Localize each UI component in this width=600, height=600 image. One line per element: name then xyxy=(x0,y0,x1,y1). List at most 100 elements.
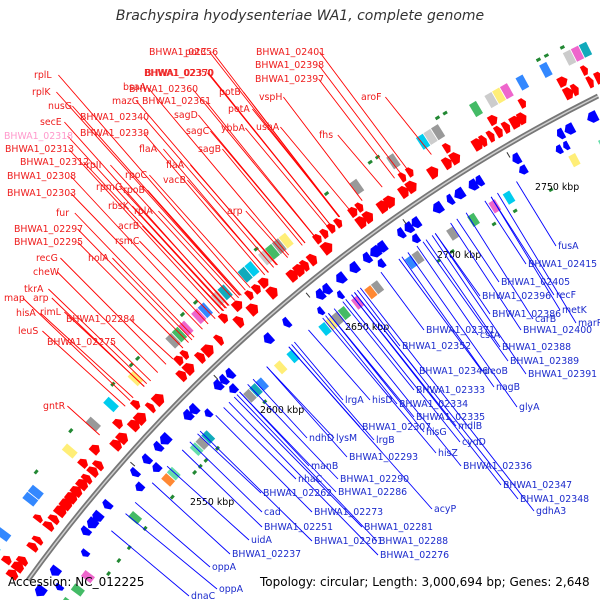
reverse-gene-arrow xyxy=(219,373,230,385)
reverse-leader-line xyxy=(333,308,462,467)
reverse-gene-arrow xyxy=(152,462,163,472)
reverse-leader-line xyxy=(398,258,483,372)
feature-track-block xyxy=(103,396,119,413)
reverse-gene-label: BHWA1_02288 xyxy=(379,536,448,547)
track-marker xyxy=(192,469,198,475)
forward-gene-arrow xyxy=(508,115,522,130)
forward-gene-label: rplL xyxy=(34,70,52,81)
reverse-leader-line xyxy=(497,192,577,324)
forward-gene-arrow xyxy=(77,458,88,469)
feature-track-block xyxy=(70,583,85,597)
reverse-leader-line xyxy=(357,289,401,347)
reverse-gene-arrow xyxy=(475,174,486,187)
reverse-leader-line xyxy=(422,241,509,362)
forward-gene-arrow xyxy=(15,556,29,567)
reverse-gene-arrow xyxy=(397,227,407,239)
forward-gene-arrow xyxy=(257,277,269,289)
forward-gene-label: BHWA1_02297 xyxy=(14,224,83,235)
reverse-leader-line xyxy=(134,501,211,568)
reverse-gene-arrow xyxy=(225,367,237,379)
feature-track-block xyxy=(189,442,204,456)
reverse-gene-label: nagB xyxy=(496,382,520,393)
track-marker xyxy=(68,428,74,434)
forward-gene-arrow xyxy=(126,419,140,433)
reverse-gene-arrow xyxy=(183,408,195,421)
feature-track-block xyxy=(415,133,431,150)
reverse-leader-line xyxy=(342,301,415,391)
reverse-leader-line xyxy=(215,414,313,513)
track-marker xyxy=(434,115,441,121)
track-marker xyxy=(253,246,259,252)
track-marker xyxy=(179,311,186,318)
reverse-gene-label: BHWA1_02307 xyxy=(362,422,431,433)
tick-mark xyxy=(506,152,511,158)
forward-gene-label: BHWA1_02370 xyxy=(145,68,214,79)
reverse-leader-line xyxy=(456,218,500,283)
reverse-gene-label: BHWA1_02281 xyxy=(364,522,433,533)
reverse-gene-arrow xyxy=(282,316,293,328)
reverse-gene-arrow xyxy=(34,583,48,597)
forward-gene-arrow xyxy=(354,216,367,230)
forward-gene-arrow xyxy=(500,121,511,134)
forward-gene-arrow xyxy=(333,218,343,229)
forward-leader-line xyxy=(22,297,131,401)
reverse-gene-arrow xyxy=(336,290,346,300)
forward-gene-arrow xyxy=(200,344,214,358)
reverse-leader-line xyxy=(308,329,371,401)
reverse-gene-label: BHWA1_02346 xyxy=(419,366,488,377)
forward-gene-arrow xyxy=(354,202,364,213)
forward-leader-line xyxy=(48,288,148,385)
reverse-gene-arrow xyxy=(404,221,416,234)
forward-gene-arrow xyxy=(244,290,254,301)
reverse-gene-label: BHWA1_02262 xyxy=(263,488,332,499)
track-marker xyxy=(367,159,373,165)
feature-track-block xyxy=(85,416,101,432)
forward-leader-line xyxy=(112,257,193,341)
forward-gene-label: BHWA1_02303 xyxy=(7,188,76,199)
feature-track-block xyxy=(337,306,352,321)
reverse-gene-label: acyP xyxy=(434,504,456,515)
forward-gene-arrow xyxy=(26,542,39,553)
forward-gene-arrow xyxy=(397,172,407,183)
reverse-gene-label: lysM xyxy=(336,433,357,444)
forward-gene-arrow xyxy=(486,114,498,127)
forward-leader-line xyxy=(245,210,289,258)
reverse-gene-label: hisD xyxy=(372,395,393,406)
feature-track-block xyxy=(278,232,294,249)
reverse-gene-label: BHWA1_02293 xyxy=(349,452,418,463)
feature-track-block xyxy=(217,284,233,301)
feature-track-block xyxy=(249,383,263,397)
reverse-gene-arrow xyxy=(189,402,201,415)
reverse-gene-arrow xyxy=(454,186,467,200)
forward-gene-arrow xyxy=(173,355,184,367)
reverse-gene-label: BHWA1_02333 xyxy=(416,385,485,396)
forward-gene-arrow xyxy=(265,286,278,300)
reverse-leader-line xyxy=(450,222,522,331)
feature-track-block xyxy=(201,430,216,444)
reverse-leader-line xyxy=(325,315,398,405)
forward-gene-label: rimL xyxy=(40,307,62,318)
reverse-gene-label: lrgA xyxy=(345,395,364,406)
forward-gene-label: fur xyxy=(56,208,69,219)
reverse-gene-arrow xyxy=(446,193,456,205)
reverse-gene-arrow xyxy=(86,516,100,529)
reverse-leader-line xyxy=(239,391,337,493)
reverse-gene-arrow xyxy=(135,481,146,492)
forward-leader-line xyxy=(318,78,395,179)
feature-track-block xyxy=(578,41,593,58)
reverse-leader-line xyxy=(189,441,263,513)
forward-gene-arrow xyxy=(298,259,310,272)
forward-gene-label: ushA xyxy=(256,122,280,133)
forward-leader-line xyxy=(70,175,209,325)
track-marker xyxy=(135,355,141,361)
reverse-gene-label: lrgB xyxy=(376,435,395,446)
reverse-gene-label: oppA xyxy=(212,562,237,573)
forward-gene-label: BHWA1_02308 xyxy=(7,171,76,182)
forward-gene-arrow xyxy=(63,492,78,505)
forward-gene-arrow xyxy=(579,65,588,76)
reverse-leader-line xyxy=(266,366,335,439)
reverse-gene-label: hisG xyxy=(426,427,447,438)
forward-gene-label: arp xyxy=(33,293,49,304)
track-marker xyxy=(512,208,518,214)
forward-leader-line xyxy=(139,240,216,319)
